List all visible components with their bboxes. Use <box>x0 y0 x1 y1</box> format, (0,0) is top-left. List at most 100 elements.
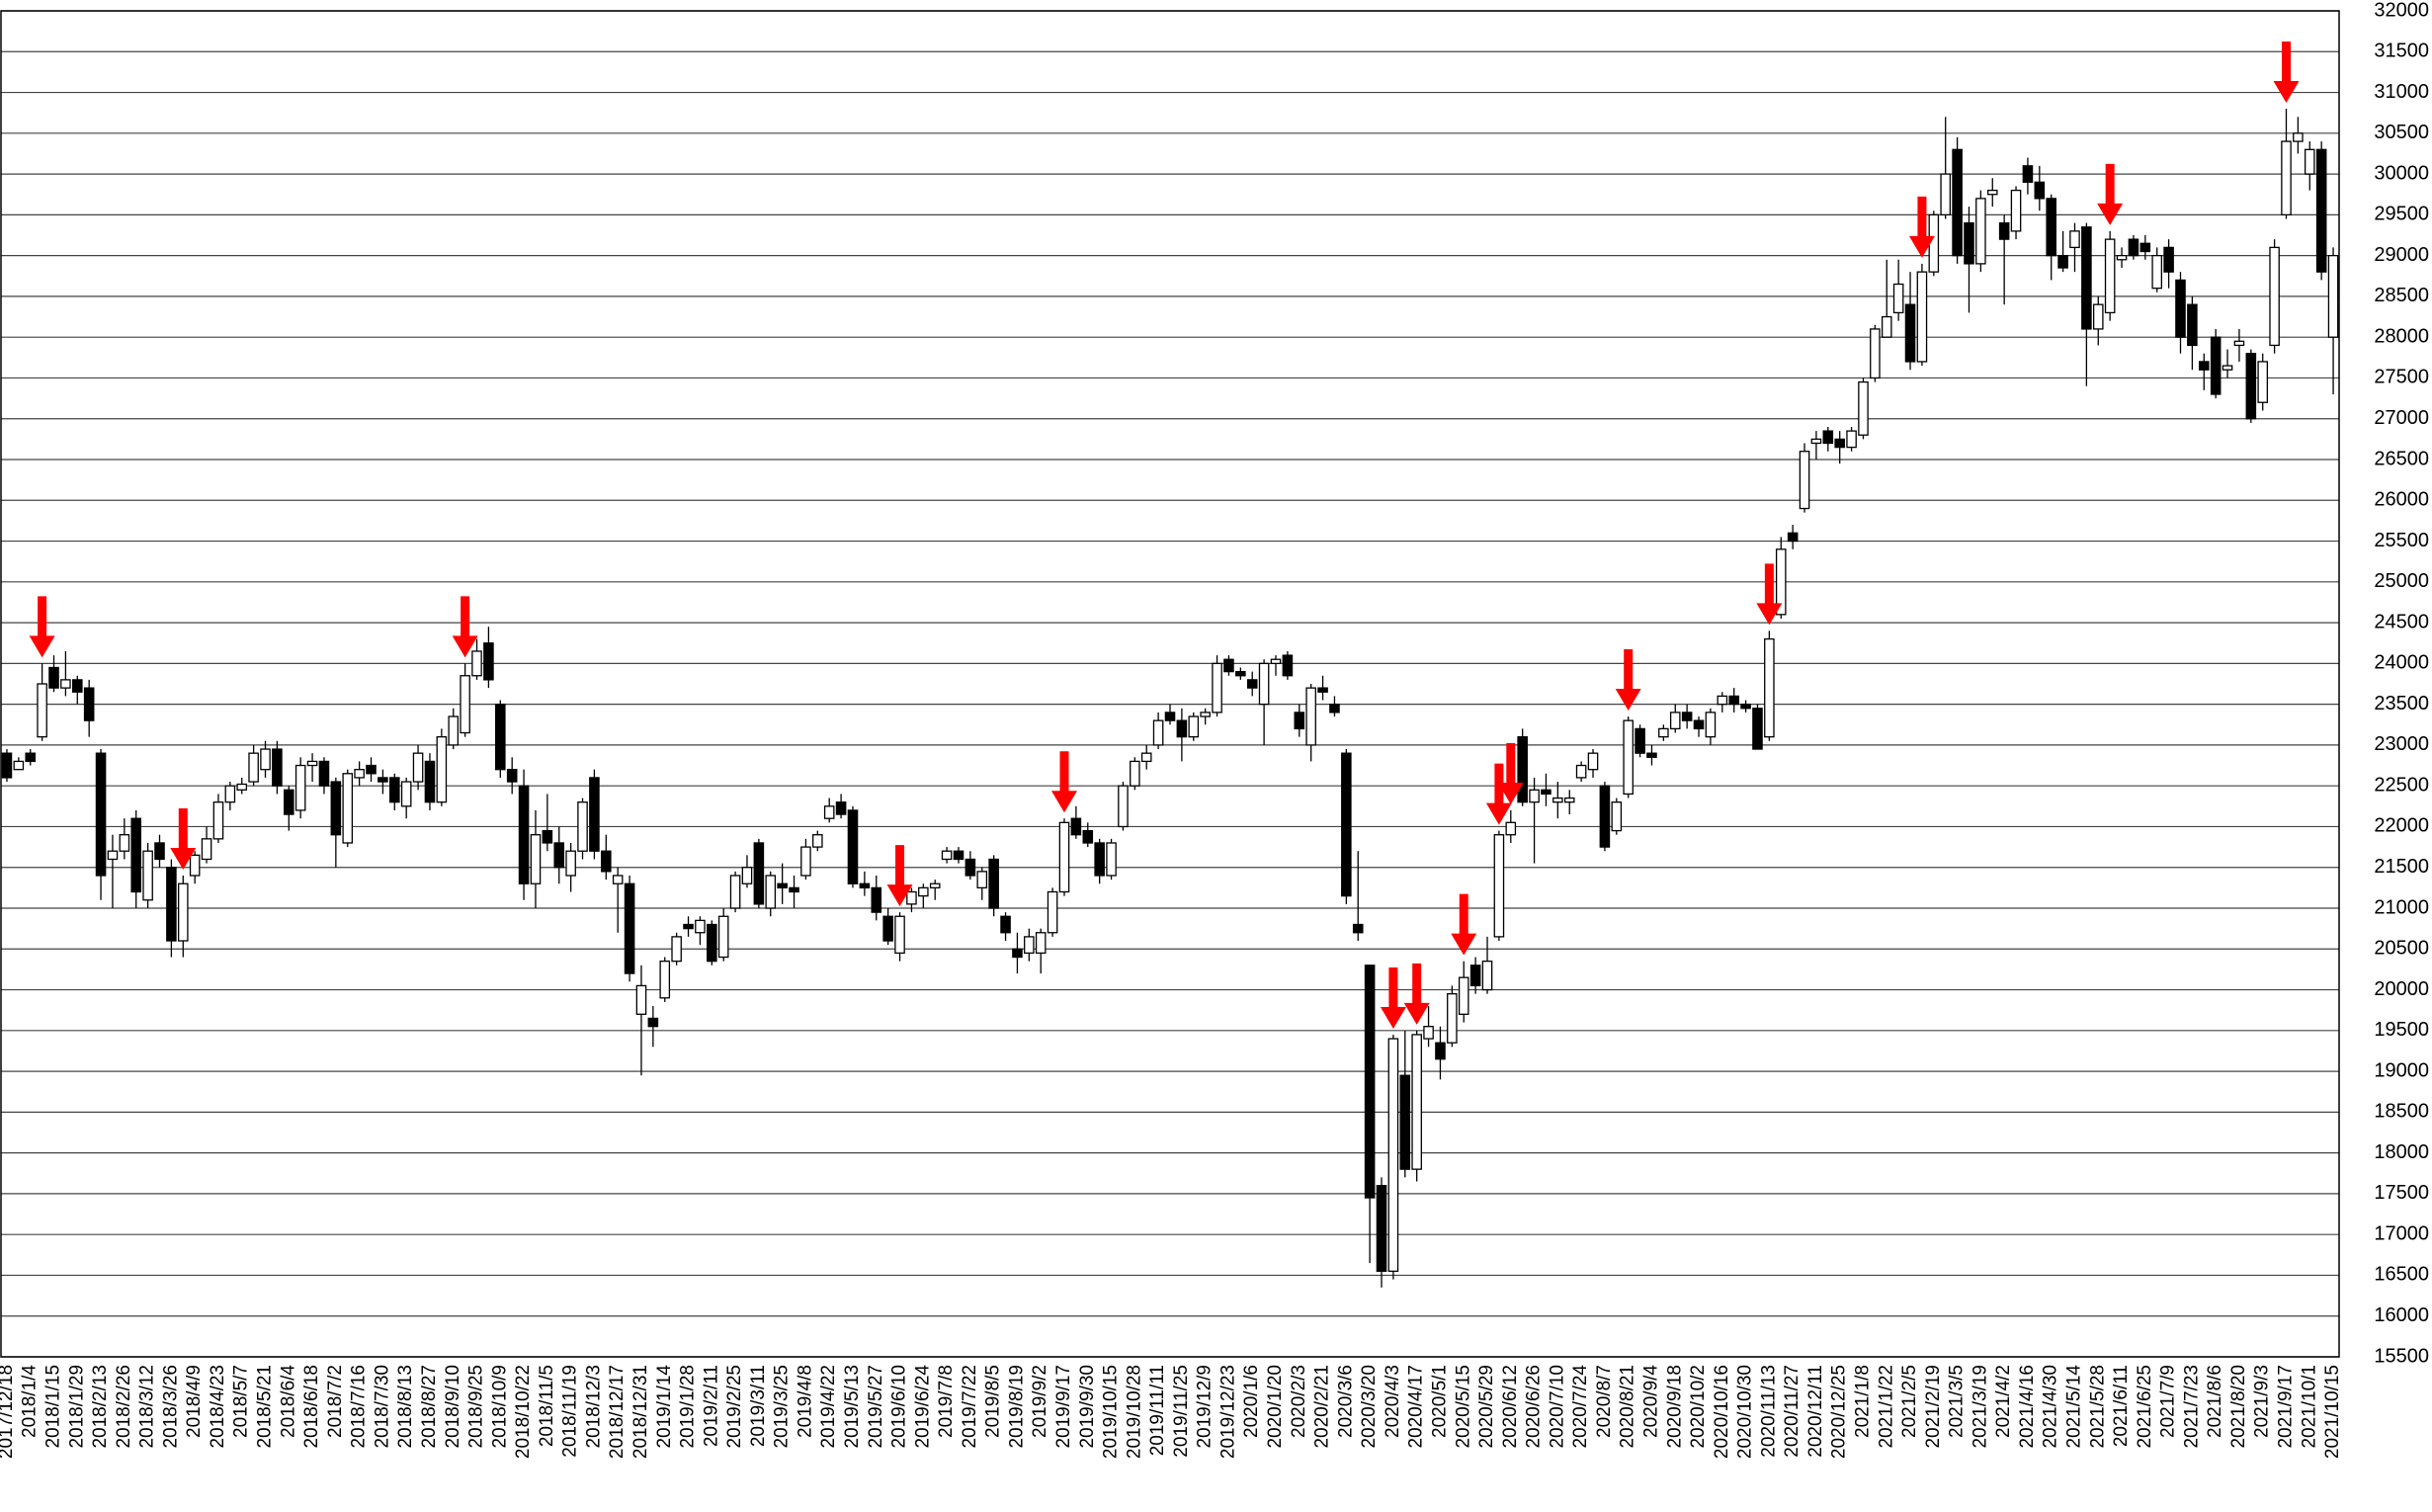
candle-body <box>25 752 37 763</box>
signal-arrow <box>1756 563 1783 626</box>
candle-body <box>2327 254 2339 338</box>
y-tick-label: 31500 <box>2374 41 2429 62</box>
candle-body <box>1399 1074 1411 1170</box>
candle-body <box>553 842 565 869</box>
candle-body <box>2257 361 2269 403</box>
candle-body <box>1164 712 1176 721</box>
candle-body <box>142 850 153 901</box>
candle-body <box>424 760 436 803</box>
candle-body <box>2057 254 2068 269</box>
y-tick-label: 25500 <box>2374 530 2429 551</box>
candle-body <box>119 834 130 852</box>
candle-body <box>342 773 354 844</box>
y-tick-label: 30500 <box>2374 122 2429 143</box>
x-tick-label: 2019/3/25 <box>772 1365 793 1449</box>
candle-body <box>1 752 13 779</box>
x-tick-label: 2018/8/13 <box>395 1365 416 1449</box>
candle-body <box>1728 695 1739 706</box>
candle-body <box>1529 789 1540 803</box>
x-tick-label: 2020/2/3 <box>1289 1365 1309 1438</box>
candle-body <box>542 829 553 844</box>
candle-body <box>1517 736 1528 803</box>
x-tick-label: 2020/1/20 <box>1265 1365 1286 1449</box>
x-tick-label: 2021/4/16 <box>2017 1365 2038 1449</box>
candle-body <box>1000 915 1011 934</box>
x-tick-label: 2020/7/24 <box>1570 1365 1591 1449</box>
candle-body <box>1787 532 1799 543</box>
x-tick-label: 2019/1/14 <box>654 1365 675 1449</box>
y-tick-label: 25000 <box>2374 570 2429 592</box>
x-tick-label: 2020/9/4 <box>1640 1365 1661 1438</box>
candle-body <box>2116 254 2128 261</box>
candle-body <box>1258 662 1270 706</box>
candle-body <box>647 1017 659 1028</box>
candle-body <box>1599 785 1611 848</box>
candle-body <box>436 736 448 803</box>
x-tick-label: 2018/11/19 <box>560 1365 581 1458</box>
candle-body <box>859 882 871 889</box>
candle-body <box>1822 430 1834 445</box>
candle-body <box>835 801 847 815</box>
candle-body <box>612 875 624 884</box>
y-tick-label: 27500 <box>2374 367 2429 388</box>
candle-body <box>189 854 201 877</box>
candle-body <box>1810 438 1822 445</box>
candle-body <box>1975 198 1986 265</box>
candle-body <box>130 817 142 893</box>
signal-arrow <box>170 807 197 870</box>
candle-body <box>1669 712 1681 730</box>
candle-body <box>577 801 588 852</box>
candle-body <box>1270 658 1282 665</box>
candle-body <box>2198 361 2210 371</box>
candle-body <box>201 838 212 861</box>
candle-body <box>906 890 917 905</box>
x-tick-label: 2021/3/19 <box>1970 1365 1990 1449</box>
candle-body <box>212 801 224 840</box>
candle-body <box>1106 842 1117 877</box>
x-tick-label: 2021/10/15 <box>2322 1365 2343 1459</box>
candle-body <box>2304 148 2315 175</box>
candle-body <box>2128 238 2139 257</box>
x-tick-label: 2020/5/15 <box>1453 1365 1473 1449</box>
y-tick-label: 27000 <box>2374 407 2429 429</box>
y-tick-label: 19500 <box>2374 1019 2429 1041</box>
x-tick-label: 2019/11/11 <box>1147 1365 1168 1456</box>
candle-body <box>107 850 119 861</box>
x-tick-label: 2018/9/25 <box>466 1365 487 1449</box>
signal-arrow <box>1497 742 1524 804</box>
candle-body <box>1223 658 1234 673</box>
candle-body <box>354 769 365 779</box>
candle-body <box>741 867 753 884</box>
x-tick-label: 2021/9/17 <box>2276 1365 2297 1449</box>
x-tick-label: 2021/1/22 <box>1876 1365 1896 1449</box>
candle-body <box>400 781 412 807</box>
x-tick-label: 2020/3/20 <box>1359 1365 1380 1449</box>
x-tick-label: 2020/5/29 <box>1476 1365 1497 1449</box>
candle-body <box>1892 283 1904 314</box>
x-tick-label: 2019/3/11 <box>748 1365 769 1447</box>
x-tick-label: 2018/6/18 <box>301 1365 322 1449</box>
signal-arrow <box>2097 163 2124 225</box>
y-tick-label: 28500 <box>2374 285 2429 306</box>
candle-body <box>1364 965 1376 1199</box>
candle-body <box>1341 752 1352 897</box>
candle-body <box>635 984 647 1015</box>
candle-body <box>248 752 259 783</box>
x-tick-label: 2019/8/19 <box>1006 1365 1027 1449</box>
candle-body <box>1799 451 1810 510</box>
candle-body <box>2222 365 2233 371</box>
x-tick-label: 2020/12/11 <box>1805 1365 1826 1458</box>
candle-body <box>272 748 283 787</box>
x-tick-label: 2020/8/21 <box>1618 1365 1638 1449</box>
signal-arrow <box>886 845 913 907</box>
x-tick-label: 2020/4/17 <box>1406 1365 1427 1449</box>
candle-body <box>812 834 823 848</box>
candle-body <box>1200 712 1211 717</box>
candle-body <box>530 834 542 884</box>
x-tick-label: 2019/11/25 <box>1171 1365 1192 1458</box>
y-tick-label: 21500 <box>2374 856 2429 878</box>
x-tick-label: 2020/3/6 <box>1335 1365 1356 1438</box>
candle-body <box>1458 976 1469 1015</box>
x-tick-label: 2018/12/31 <box>630 1365 651 1459</box>
candle-body <box>48 666 59 689</box>
